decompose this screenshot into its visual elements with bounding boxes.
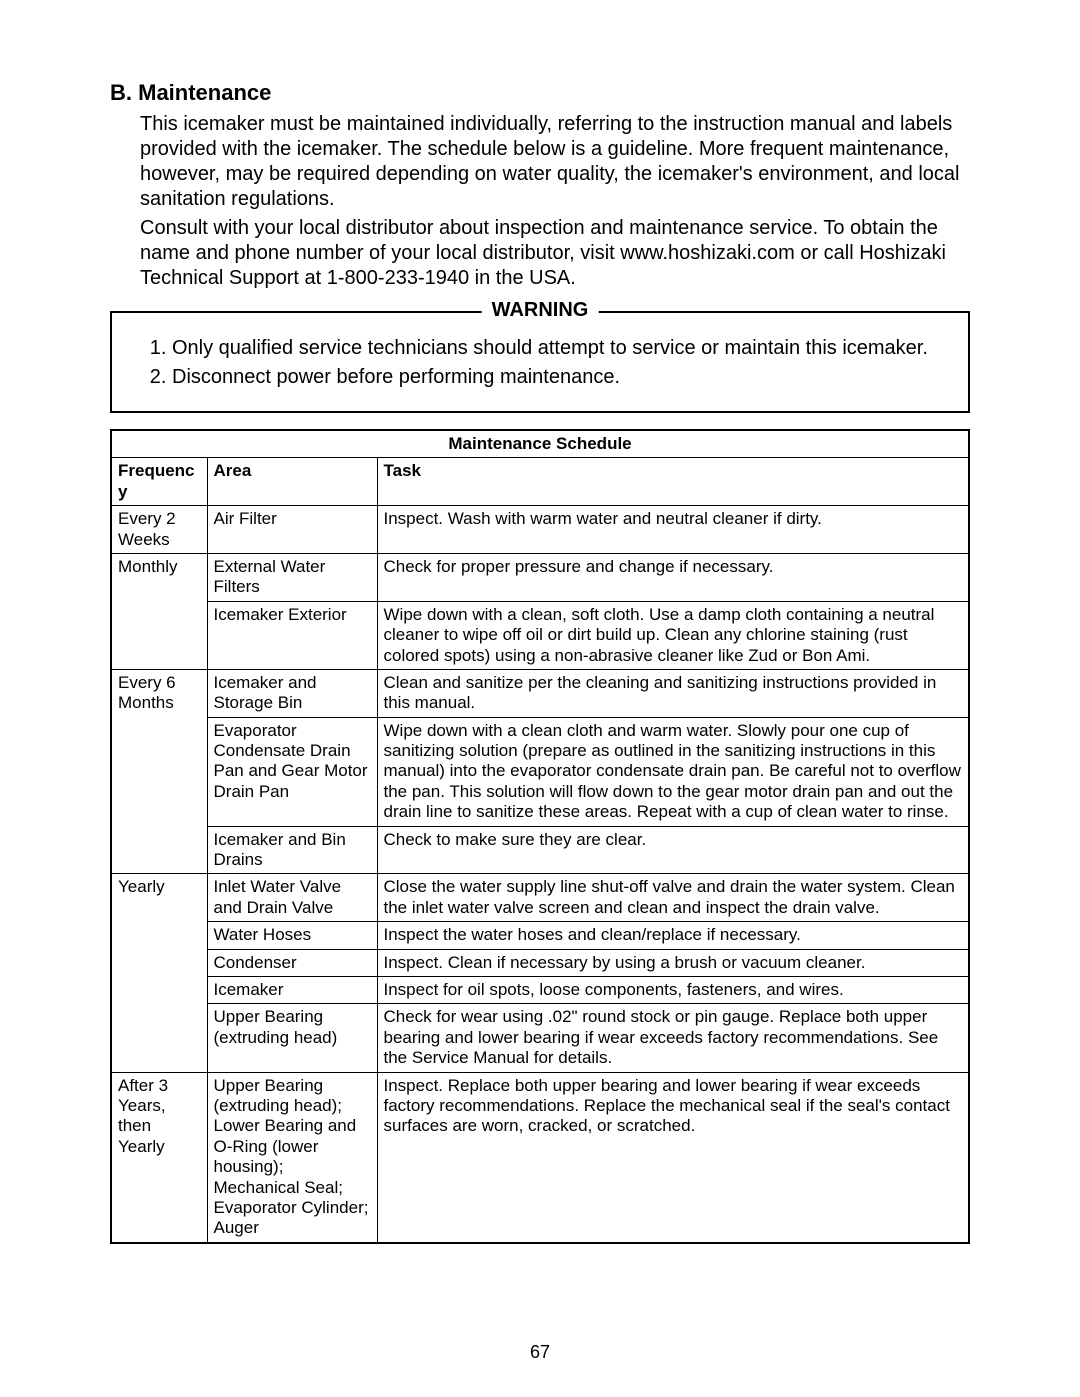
table-row: Yearly Inlet Water Valve and Drain Valve… [111, 874, 969, 922]
section-heading: B. Maintenance [110, 80, 970, 106]
page: B. Maintenance This icemaker must be mai… [0, 0, 1080, 1397]
table-caption: Maintenance Schedule [111, 430, 969, 458]
cell-task: Inspect for oil spots, loose components,… [377, 976, 969, 1003]
cell-task: Check for proper pressure and change if … [377, 553, 969, 601]
maintenance-intro-paragraph-1: This icemaker must be maintained individ… [140, 112, 970, 212]
cell-area: Condenser [207, 949, 377, 976]
cell-task: Inspect. Clean if necessary by using a b… [377, 949, 969, 976]
cell-area: Icemaker Exterior [207, 601, 377, 669]
table-row: Upper Bearing (extruding head) Check for… [111, 1004, 969, 1072]
table-row: Monthly External Water Filters Check for… [111, 553, 969, 601]
page-number: 67 [0, 1342, 1080, 1363]
cell-task: Inspect. Wash with warm water and neutra… [377, 506, 969, 554]
table-row: Every 6 Months Icemaker and Storage Bin … [111, 669, 969, 717]
cell-frequency: Monthly [111, 553, 207, 669]
col-header-task: Task [377, 458, 969, 506]
col-header-frequency: Frequency [111, 458, 207, 506]
table-header-row: Frequency Area Task [111, 458, 969, 506]
warning-list: Only qualified service technicians shoul… [134, 335, 946, 391]
cell-area: Icemaker and Storage Bin [207, 669, 377, 717]
cell-area: External Water Filters [207, 553, 377, 601]
cell-frequency: Every 6 Months [111, 669, 207, 874]
cell-frequency: Every 2 Weeks [111, 506, 207, 554]
warning-box: WARNING Only qualified service technicia… [110, 311, 970, 413]
col-header-area: Area [207, 458, 377, 506]
table-row: Every 2 Weeks Air Filter Inspect. Wash w… [111, 506, 969, 554]
warning-item: Only qualified service technicians shoul… [172, 335, 946, 362]
table-row: After 3 Years, then Yearly Upper Bearing… [111, 1072, 969, 1243]
cell-area: Water Hoses [207, 922, 377, 949]
cell-task: Clean and sanitize per the cleaning and … [377, 669, 969, 717]
table-row: Icemaker Inspect for oil spots, loose co… [111, 976, 969, 1003]
warning-title: WARNING [482, 299, 599, 322]
table-row: Evaporator Condensate Drain Pan and Gear… [111, 717, 969, 826]
cell-task: Check to make sure they are clear. [377, 826, 969, 874]
cell-area: Icemaker [207, 976, 377, 1003]
cell-area: Inlet Water Valve and Drain Valve [207, 874, 377, 922]
cell-area: Icemaker and Bin Drains [207, 826, 377, 874]
cell-task: Inspect the water hoses and clean/replac… [377, 922, 969, 949]
cell-area: Air Filter [207, 506, 377, 554]
cell-task: Inspect. Replace both upper bearing and … [377, 1072, 969, 1243]
maintenance-schedule-table: Maintenance Schedule Frequency Area Task… [110, 429, 970, 1244]
maintenance-intro-paragraph-2: Consult with your local distributor abou… [140, 216, 970, 291]
table-row: Condenser Inspect. Clean if necessary by… [111, 949, 969, 976]
cell-task: Wipe down with a clean, soft cloth. Use … [377, 601, 969, 669]
cell-area: Evaporator Condensate Drain Pan and Gear… [207, 717, 377, 826]
cell-frequency: After 3 Years, then Yearly [111, 1072, 207, 1243]
cell-area: Upper Bearing (extruding head) [207, 1004, 377, 1072]
cell-area: Upper Bearing (extruding head); Lower Be… [207, 1072, 377, 1243]
cell-task: Close the water supply line shut-off val… [377, 874, 969, 922]
cell-frequency: Yearly [111, 874, 207, 1072]
table-row: Icemaker Exterior Wipe down with a clean… [111, 601, 969, 669]
cell-task: Check for wear using .02" round stock or… [377, 1004, 969, 1072]
table-row: Water Hoses Inspect the water hoses and … [111, 922, 969, 949]
table-row: Icemaker and Bin Drains Check to make su… [111, 826, 969, 874]
table-caption-row: Maintenance Schedule [111, 430, 969, 458]
cell-task: Wipe down with a clean cloth and warm wa… [377, 717, 969, 826]
warning-item: Disconnect power before performing maint… [172, 364, 946, 391]
